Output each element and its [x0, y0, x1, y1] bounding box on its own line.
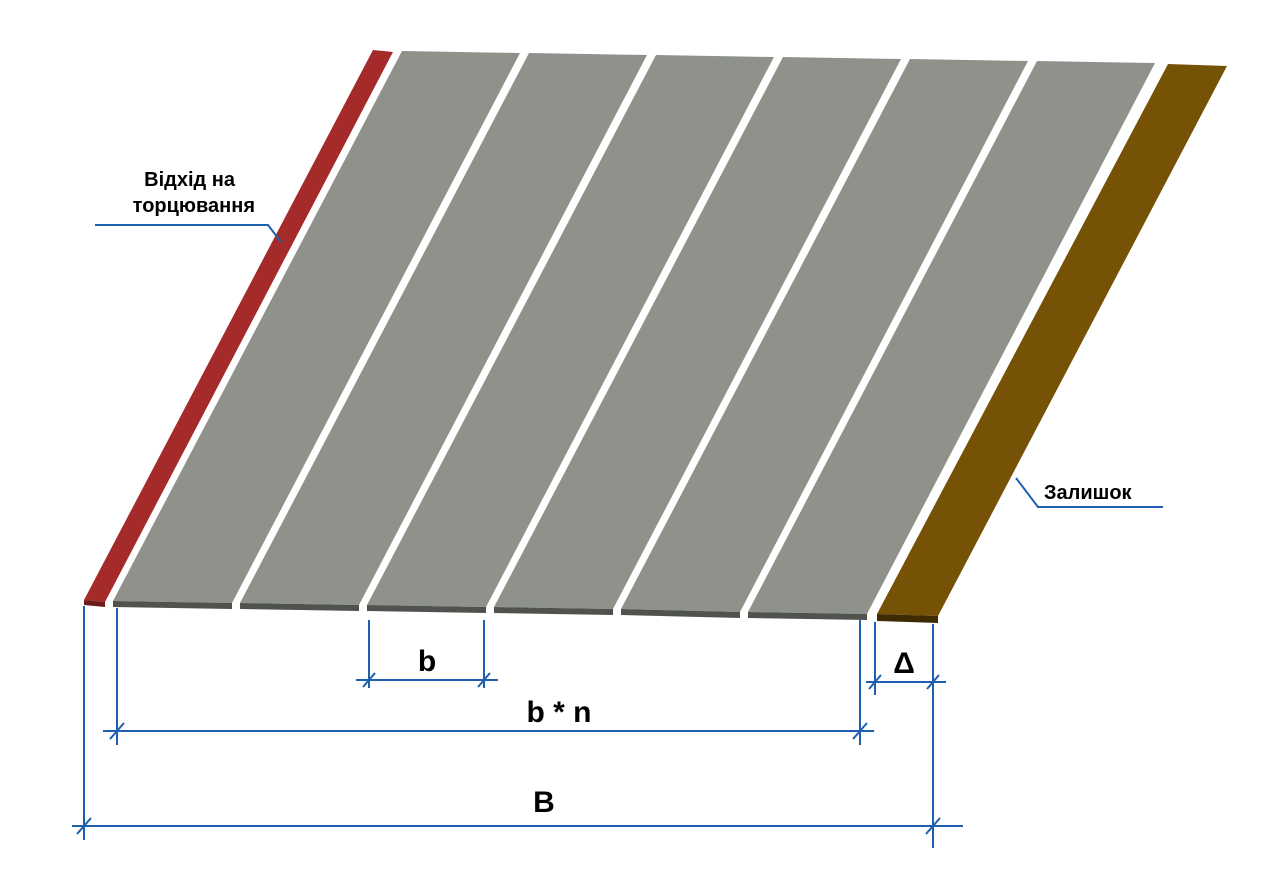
remainder-width-label: Δ — [893, 647, 915, 680]
strip-width-label: b — [418, 645, 436, 678]
strips-total-dimension — [103, 608, 874, 745]
strip-4 — [494, 57, 901, 615]
strips-total-label: b * n — [527, 696, 592, 729]
strip-1 — [113, 51, 520, 609]
remainder-width-dimension — [866, 622, 946, 695]
remainder-label: Залишок — [1044, 482, 1133, 504]
strip-5 — [621, 59, 1028, 618]
remainder-callout: Залишок — [1015, 477, 1163, 508]
sheet-width-label: B — [533, 786, 555, 819]
trim-waste-strip — [84, 50, 393, 607]
trim-waste-label-line2: торцювання — [133, 195, 255, 217]
strip-6 — [748, 61, 1155, 620]
trim-waste-callout: Відхід на торцювання — [95, 169, 282, 243]
strip-3 — [367, 55, 774, 613]
trim-waste-label-line1: Відхід на — [144, 169, 236, 191]
sheet-width-dimension — [72, 606, 963, 848]
strip-2 — [240, 53, 647, 611]
strip-width-dimension — [356, 620, 498, 688]
remainder-strip — [877, 64, 1227, 623]
